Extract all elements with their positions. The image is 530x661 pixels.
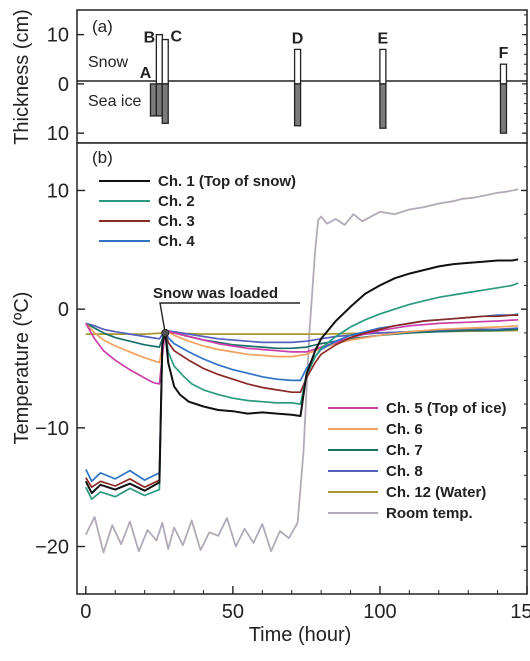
panel-b-ticks: 100−10−20050100150: [35, 166, 530, 623]
legend-label-lower: Ch. 8: [386, 463, 423, 480]
annotation-text: Snow was loaded: [153, 285, 278, 302]
panel-a-ytick-label: 10: [47, 123, 69, 145]
series-line-1: [84, 258, 519, 495]
panel-b-xtick-label: 0: [80, 601, 91, 623]
panel-b-xtick-label: 100: [363, 601, 396, 623]
panel-b-legend: Ch. 1 (Top of snow) Ch. 2 Ch. 3 Ch. 4 Ch. 5 …: [99, 173, 507, 522]
column-label-F: F: [499, 45, 509, 62]
panel-a-bars: A B C D E F: [140, 29, 509, 134]
series-line-6: [85, 322, 519, 364]
panel-b-ytick-label: −20: [35, 537, 69, 559]
panel-a-ytick-label: 10: [47, 25, 69, 47]
series-line-5: [85, 318, 519, 385]
panel-a-y-ticks: 10 0 10: [47, 14, 527, 145]
ice-bar-D: [293, 83, 302, 127]
panel-b-ylabel: Temperature (ºC): [11, 292, 33, 445]
panel-b-xtick-label: 50: [222, 601, 244, 623]
ice-bar-F: [499, 83, 508, 134]
panel-b: (b) 100−10−20050100150 Ch. 1 (Top of sno…: [11, 142, 530, 646]
series-line-10: [84, 188, 519, 554]
panel-b-ytick-label: 10: [47, 180, 69, 202]
legend-label-lower: Ch. 6: [386, 421, 423, 438]
panel-a-label: (a): [92, 17, 113, 36]
legend-label-upper: Ch. 4: [158, 233, 195, 250]
snow-bar-F: [499, 63, 508, 85]
region-label-sea-ice: Sea ice: [88, 93, 141, 110]
column-label-E: E: [378, 30, 389, 47]
legend-label-lower: Ch. 12 (Water): [386, 484, 486, 501]
ice-bar-E: [379, 83, 387, 129]
snow-bar-E: [379, 48, 387, 85]
column-label-C: C: [170, 29, 182, 46]
panel-b-series: [84, 188, 519, 554]
panel-a-ylabel: Thickness (cm): [11, 9, 33, 145]
panel-a-ytick-label: 0: [58, 74, 69, 96]
panel-a-frame: [76, 9, 528, 144]
legend-label-upper: Ch. 1 (Top of snow): [158, 173, 296, 190]
column-label-D: D: [292, 30, 304, 47]
panel-b-ytick-label: 0: [58, 299, 69, 321]
annotation-leader: [159, 302, 300, 334]
ice-bar-C: [161, 83, 169, 124]
annotation-point: [161, 328, 170, 337]
legend-label-lower: Ch. 7: [386, 442, 423, 459]
legend-label-lower: Room temp.: [386, 505, 473, 522]
panel-b-frame: [76, 142, 528, 595]
snow-bar-D: [293, 48, 302, 85]
panel-a: (a) Snow Sea ice 10 0 10 A B C D E F Thickness …: [11, 9, 528, 145]
column-label-B: B: [144, 30, 156, 47]
region-label-snow: Snow: [88, 54, 128, 71]
panel-b-ytick-label: −10: [35, 418, 69, 440]
ice-bar-A: [149, 83, 158, 117]
column-label-A: A: [140, 65, 152, 82]
snow-loaded-annotation: Snow was loaded: [153, 285, 300, 337]
snow-bar-B: [155, 33, 164, 85]
snow-bar-C: [161, 38, 169, 85]
legend-label-lower: Ch. 5 (Top of ice): [386, 400, 507, 417]
legend-label-upper: Ch. 3: [158, 213, 195, 230]
ice-bar-B: [155, 83, 164, 117]
legend-label-upper: Ch. 2: [158, 193, 195, 210]
panel-b-label: (b): [92, 148, 113, 167]
panel-b-xlabel: Time (hour): [249, 624, 352, 646]
panel-b-xtick-label: 150: [510, 601, 530, 623]
